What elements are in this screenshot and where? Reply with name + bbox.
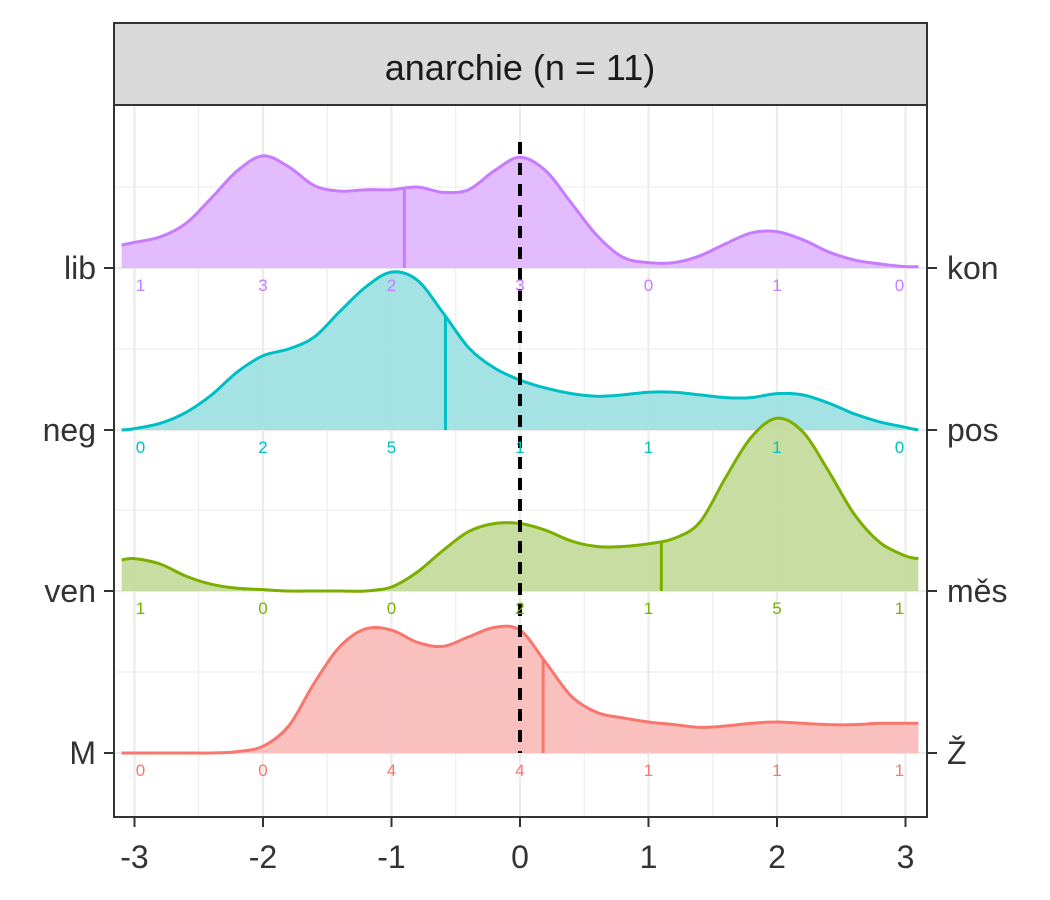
count-label: 0 [895, 438, 904, 457]
count-label: 5 [387, 438, 396, 457]
strip-title: anarchie (n = 11) [385, 47, 656, 88]
count-label: 0 [895, 276, 904, 295]
x-tick-label: -1 [377, 839, 405, 875]
count-label: 1 [772, 438, 781, 457]
count-label: 1 [772, 276, 781, 295]
axes: -3 -2 -1 0 1 2 3 lib kon neg pos ven měs M Ž [43, 250, 1008, 875]
count-label: 5 [772, 599, 781, 618]
count-label: 1 [136, 599, 145, 618]
x-tick-label: 2 [768, 839, 786, 875]
count-label: 2 [258, 438, 267, 457]
ridge-area-neg [121, 271, 919, 430]
ridge-line-lib [121, 154, 919, 269]
y-label-left: ven [44, 573, 96, 609]
y-label-left: M [69, 735, 96, 771]
count-label: 1 [772, 761, 781, 780]
y-label-right: kon [947, 250, 999, 286]
count-label: 1 [644, 438, 653, 457]
count-label: 1 [644, 599, 653, 618]
x-tick-label: -2 [249, 839, 277, 875]
y-label-right: pos [947, 412, 999, 448]
count-label: 1 [136, 276, 145, 295]
ridge-area-ven [121, 418, 919, 592]
x-tick-label: -3 [120, 839, 148, 875]
count-label: 2 [515, 599, 524, 618]
count-labels: 1 3 2 3 0 1 0 0 2 5 1 1 1 0 1 0 0 2 1 5 1 0 0 4 4 1 1 1 [136, 276, 904, 780]
count-label: 1 [515, 438, 524, 457]
x-tick-label: 1 [640, 839, 658, 875]
count-label: 1 [895, 599, 904, 618]
x-tick-label: 0 [511, 839, 529, 875]
count-label: 4 [515, 761, 524, 780]
count-label: 0 [387, 599, 396, 618]
count-label: 4 [387, 761, 396, 780]
count-label: 3 [515, 276, 524, 295]
count-label: 0 [136, 761, 145, 780]
count-label: 2 [387, 276, 396, 295]
count-label: 1 [895, 761, 904, 780]
count-label: 0 [136, 438, 145, 457]
count-label: 1 [644, 761, 653, 780]
y-label-left: neg [43, 412, 96, 448]
count-label: 0 [258, 599, 267, 618]
count-label: 0 [258, 761, 267, 780]
count-label: 0 [644, 276, 653, 295]
x-tick-label: 3 [897, 839, 915, 875]
y-label-left: lib [64, 250, 96, 286]
y-label-right: měs [947, 573, 1007, 609]
count-label: 3 [258, 276, 267, 295]
y-label-right: Ž [947, 735, 967, 771]
strip-header [113, 22, 928, 106]
